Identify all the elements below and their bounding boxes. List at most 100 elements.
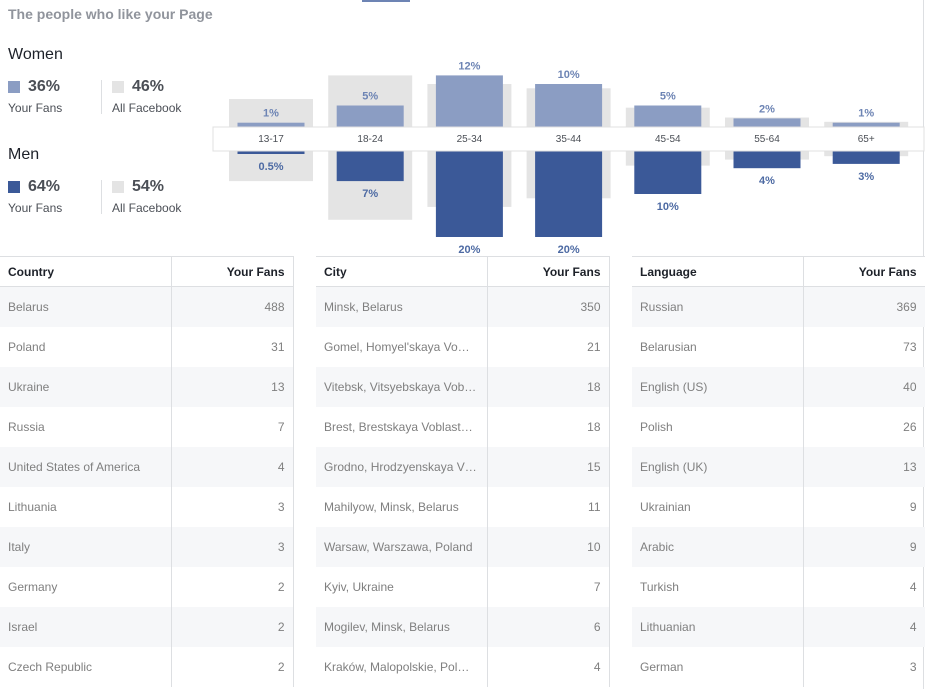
city-cell: Mahilyow, Minsk, Belarus: [316, 486, 488, 527]
page-title: The people who like your Page: [8, 6, 213, 22]
city-cell: Gomel, Homyel'skaya Vo…: [316, 326, 488, 367]
fans-count-cell: 11: [588, 499, 601, 514]
column-header-your-fans[interactable]: Your Fans: [803, 256, 925, 287]
fans-count-cell: 350: [487, 286, 609, 327]
men-label: Men: [8, 146, 40, 163]
language-cell: Arabic: [632, 526, 804, 567]
women-data-label: 1%: [263, 108, 279, 120]
men-data-label: 0.5%: [258, 161, 283, 173]
fans-count-cell: 31: [271, 339, 285, 354]
men-fans-label: Your Fans: [8, 201, 63, 215]
fans-count-cell: 15: [487, 446, 609, 487]
fans-count-cell: 2: [171, 606, 293, 647]
age-tick-label: 18-24: [357, 134, 383, 145]
women-fans-pct: 36%: [28, 78, 61, 95]
table-row: Belarus 488: [0, 286, 293, 327]
fans-count-cell: 4: [171, 446, 293, 487]
age-gender-chart: 1% 0.5% 5% 7% 12% 20% 10% 20% 5% 10% 2% 4% 1% 3% 13-17…: [212, 60, 925, 256]
active-tab-indicator: [362, 0, 410, 2]
table-row: Israel 2: [0, 606, 293, 647]
table-row: Mahilyow, Minsk, Belarus 11: [316, 486, 609, 527]
fans-count-cell: 13: [803, 446, 925, 487]
age-axis-band: [212, 126, 925, 152]
women-fans-bar: [535, 84, 603, 127]
country-cell: Italy: [0, 526, 172, 567]
women-fans-bar: [237, 122, 305, 127]
age-tick-label: 65+: [858, 134, 875, 145]
fans-count-cell: 10: [487, 526, 609, 567]
women-fans-bar: [435, 75, 503, 127]
table-row: Italy 3: [0, 526, 293, 567]
women-data-label: 1%: [858, 108, 874, 120]
table-row: English (UK) 13: [632, 446, 925, 487]
men-fans-bar: [237, 151, 305, 154]
table-row: Arabic 9: [632, 526, 925, 567]
women-label: Women: [8, 46, 63, 63]
women-allfb-label: All Facebook: [112, 101, 182, 115]
table-row: Russian 369: [632, 286, 925, 327]
column-header-city[interactable]: City: [316, 256, 488, 287]
city-cell: Mogilev, Minsk, Belarus: [316, 606, 488, 647]
language-table: Language Your Fans Russian 369 Belarusian 7…: [632, 256, 925, 687]
table-row: Warsaw, Warszawa, Poland 10: [316, 526, 609, 567]
column-header-country[interactable]: Country: [0, 256, 172, 287]
fans-count-cell: 3: [909, 659, 917, 674]
table-row: Minsk, Belarus 350: [316, 286, 609, 327]
language-cell: Russian: [632, 286, 804, 327]
fans-count-cell: 3: [171, 526, 293, 567]
men-data-label: 20%: [458, 244, 480, 256]
table-row: Ukrainian 9: [632, 486, 925, 527]
table-row: Grodno, Hrodzyenskaya V… 15: [316, 446, 609, 487]
fans-count-cell: 3: [277, 499, 285, 514]
men-legend-divider: [101, 180, 102, 214]
men-fans-bar: [535, 151, 603, 237]
men-data-label: 7%: [362, 188, 378, 200]
city-cell: Brest, Brestskaya Voblast…: [316, 406, 488, 447]
men-data-label: 3%: [858, 171, 874, 183]
country-cell: Belarus: [0, 286, 172, 327]
column-header-your-fans[interactable]: Your Fans: [171, 256, 293, 287]
language-cell: English (US): [632, 366, 804, 407]
women-fans-bar: [832, 122, 900, 127]
fans-count-cell: 369: [803, 286, 925, 327]
men-fans-bar: [634, 151, 702, 194]
column-header-language[interactable]: Language: [632, 256, 804, 287]
women-fans-bar: [634, 105, 702, 127]
men-allfb-label: All Facebook: [112, 201, 182, 215]
women-allfb-swatch: [112, 81, 124, 93]
women-legend-divider: [101, 80, 102, 114]
fans-count-cell: 4: [803, 606, 925, 647]
fans-count-cell: 26: [903, 419, 917, 434]
women-data-label: 10%: [558, 69, 580, 81]
fans-count-cell: 2: [277, 579, 285, 594]
fans-count-cell: 7: [277, 419, 285, 434]
city-cell: Vitebsk, Vitsyebskaya Vob…: [316, 366, 488, 407]
table-row: Mogilev, Minsk, Belarus 6: [316, 606, 609, 647]
men-fans-swatch: [8, 181, 20, 193]
women-fans-label: Your Fans: [8, 101, 63, 115]
fans-count-cell: 2: [277, 659, 285, 674]
fans-count-cell: 40: [803, 366, 925, 407]
table-row: Czech Republic 2: [0, 646, 293, 687]
country-cell: Czech Republic: [0, 646, 172, 687]
men-fans-bar: [733, 151, 801, 169]
city-cell: Warsaw, Warszawa, Poland: [316, 526, 488, 567]
men-data-label: 10%: [657, 201, 679, 213]
women-data-label: 5%: [660, 91, 676, 103]
fans-count-cell: 4: [909, 579, 917, 594]
table-row: Russia 7: [0, 406, 293, 447]
women-fans-bar: [733, 118, 801, 127]
column-header-your-fans[interactable]: Your Fans: [487, 256, 609, 287]
language-cell: Polish: [632, 406, 804, 447]
women-fans-bar: [336, 105, 404, 127]
women-data-label: 2%: [759, 103, 775, 115]
fans-count-cell: 9: [909, 499, 917, 514]
table-row: Turkish 4: [632, 566, 925, 607]
men-fans-bar: [336, 151, 404, 182]
country-table: Country Your Fans Belarus 488 Poland 31 Ukra…: [0, 256, 294, 687]
women-data-label: 5%: [362, 91, 378, 103]
men-fans-bar: [435, 151, 503, 237]
table-header-row: Country Your Fans: [0, 256, 293, 287]
country-cell: Germany: [0, 566, 172, 607]
all-facebook-women-bar: [229, 99, 313, 127]
